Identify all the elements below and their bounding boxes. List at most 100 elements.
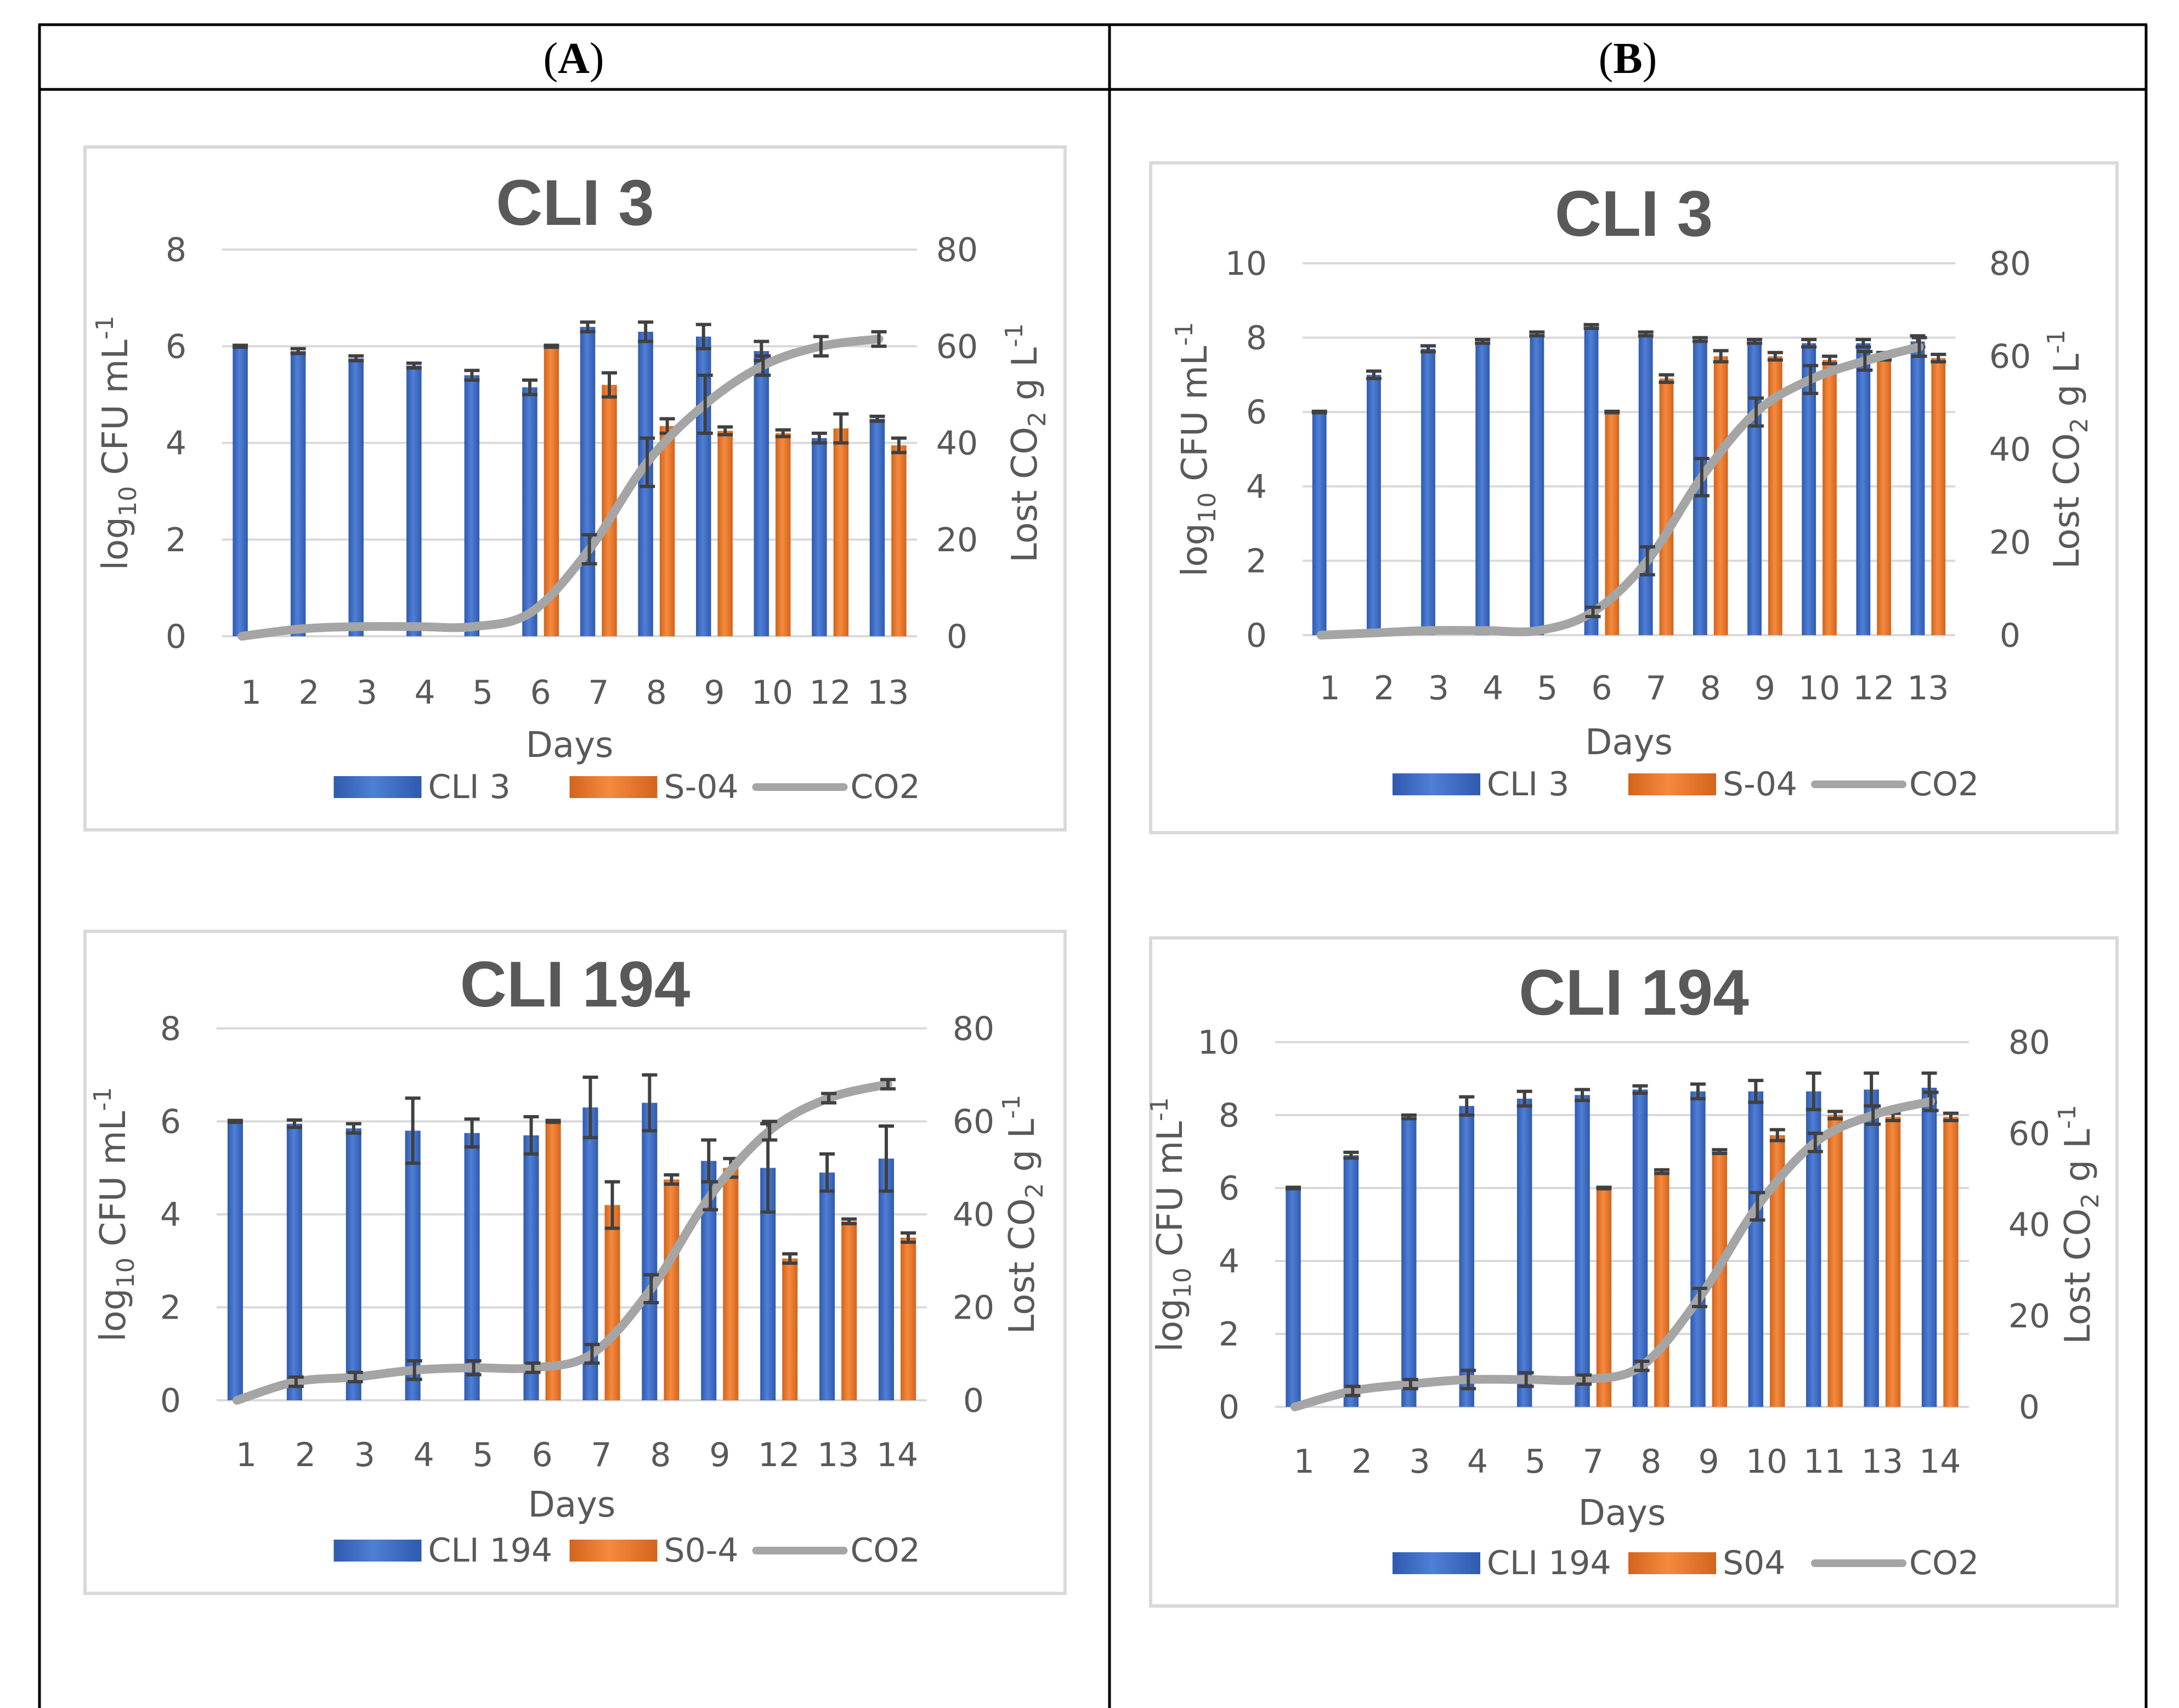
x-tick-label: 9 xyxy=(1754,669,1775,708)
error-bar-co2 xyxy=(1585,606,1601,619)
bar-s0-4 xyxy=(604,1205,620,1400)
error-bar-cli-194 xyxy=(582,1075,598,1140)
y2-axis-title: Lost CO2 g L-1 xyxy=(998,1095,1049,1334)
x-tick-label: 7 xyxy=(1583,1443,1604,1481)
error-bar-s0-4 xyxy=(901,1231,916,1244)
y2-axis-title: Lost CO2 g L-1 xyxy=(2053,1105,2104,1344)
bar-s0-4 xyxy=(782,1258,798,1400)
error-bar-cli-194 xyxy=(1748,1078,1764,1104)
error-bar-s04 xyxy=(1769,1128,1785,1143)
bar-cli-3 xyxy=(464,375,480,636)
error-bar-cli-194 xyxy=(1806,1071,1821,1112)
error-bar-s0-4 xyxy=(782,1252,798,1265)
error-bar-co2 xyxy=(755,354,771,377)
x-tick-label: 1 xyxy=(236,1436,257,1474)
y-tick-label: 6 xyxy=(160,1103,181,1141)
x-tick-label: 8 xyxy=(646,674,667,712)
error-bar-cli-194 xyxy=(1632,1084,1648,1095)
error-bar-cli-194 xyxy=(1401,1113,1417,1121)
bar-cli-194 xyxy=(819,1172,835,1400)
legend-label: CO2 xyxy=(851,768,920,806)
error-bar-co2 xyxy=(1639,545,1655,576)
error-bar-s0-4 xyxy=(545,1118,561,1124)
chart-title: CLI 194 xyxy=(460,948,691,1021)
x-tick-label: 14 xyxy=(876,1436,918,1474)
bar-cli-194 xyxy=(1632,1089,1648,1407)
legend-label: S04 xyxy=(1723,1544,1785,1582)
error-bar-s0-4 xyxy=(841,1217,857,1225)
error-bar-cli-194 xyxy=(819,1152,835,1193)
error-bar-co2 xyxy=(697,374,713,435)
legend-swatch-s-04 xyxy=(1628,773,1716,795)
bar-cli-3 xyxy=(522,387,537,636)
x-tick-label: 13 xyxy=(867,674,909,712)
error-bar-cli-3 xyxy=(580,320,596,333)
legend-label: CO2 xyxy=(851,1531,920,1570)
error-bar-s-04 xyxy=(833,412,849,445)
x-tick-label: 1 xyxy=(241,674,262,712)
error-bar-co2 xyxy=(1461,1368,1476,1390)
x-tick-label: 3 xyxy=(1409,1443,1430,1481)
y-tick-label: 2 xyxy=(160,1289,181,1327)
bar-cli-194 xyxy=(1343,1155,1359,1407)
bar-cli-194 xyxy=(464,1133,480,1400)
bar-cli-3 xyxy=(812,438,827,636)
bar-cli-194 xyxy=(1575,1095,1590,1407)
legend-swatch-s04 xyxy=(1628,1552,1716,1574)
bar-s04 xyxy=(1885,1117,1901,1407)
error-bar-cli-3 xyxy=(638,320,654,343)
error-bar-cli-3 xyxy=(1583,323,1599,330)
bar-cli-3 xyxy=(290,351,306,636)
error-bar-co2 xyxy=(871,330,887,348)
error-bar-cli-3 xyxy=(1311,409,1327,415)
x-tick-label: 5 xyxy=(473,1436,494,1474)
error-bar-co2 xyxy=(1750,1191,1765,1222)
error-bar-co2 xyxy=(347,1371,363,1384)
bar-cli-194 xyxy=(1286,1188,1301,1407)
error-bar-co2 xyxy=(639,436,655,488)
bar-cli-3 xyxy=(1584,326,1599,635)
error-bar-cli-194 xyxy=(286,1118,302,1129)
y-tick-label: 4 xyxy=(1219,1242,1240,1281)
bar-cli-3 xyxy=(1910,341,1925,635)
bar-s-04 xyxy=(659,426,675,636)
error-bar-cli-3 xyxy=(1801,337,1817,349)
x-tick-label: 7 xyxy=(591,1436,612,1474)
y2-tick-label: 60 xyxy=(2008,1115,2050,1153)
y2-axis-title: Lost CO2 g L-1 xyxy=(2042,330,2093,569)
x-tick-label: 12 xyxy=(758,1436,800,1474)
legend-label: CO2 xyxy=(1909,1544,1979,1582)
y2-tick-label: 40 xyxy=(936,425,978,463)
error-bar-co2 xyxy=(1803,364,1819,395)
x-axis-title: Days xyxy=(528,1485,616,1525)
x-tick-label: 9 xyxy=(1699,1443,1719,1481)
error-bar-cli-194 xyxy=(405,1096,421,1165)
x-tick-label: 8 xyxy=(1700,669,1721,708)
error-bar-cli-3 xyxy=(406,361,422,370)
bar-cli-194 xyxy=(227,1121,243,1400)
x-tick-label: 11 xyxy=(1803,1443,1845,1481)
y-tick-label: 0 xyxy=(1246,617,1267,655)
legend-label: CLI 194 xyxy=(1487,1544,1611,1582)
error-bar-s-04 xyxy=(1767,350,1783,362)
error-bar-s04 xyxy=(1943,1111,1959,1122)
y2-tick-label: 20 xyxy=(2008,1297,2050,1336)
error-bar-co2 xyxy=(821,1091,837,1105)
error-bar-co2 xyxy=(1807,1132,1823,1153)
bar-cli-3 xyxy=(406,365,422,636)
error-bar-co2 xyxy=(1748,396,1764,428)
legend-label: CLI 194 xyxy=(428,1531,553,1570)
bar-cli-3 xyxy=(1366,375,1381,635)
x-tick-label: 3 xyxy=(354,1436,375,1474)
bar-cli-3 xyxy=(1747,341,1762,635)
y-tick-label: 0 xyxy=(160,1382,181,1420)
y2-tick-label: 60 xyxy=(936,327,978,366)
error-bar-cli-3 xyxy=(348,354,364,363)
x-tick-label: 2 xyxy=(1374,669,1395,708)
error-bar-cli-3 xyxy=(1420,344,1436,354)
x-tick-label: 13 xyxy=(1907,669,1949,708)
legend-label: S-04 xyxy=(664,768,739,806)
bar-cli-3 xyxy=(1856,343,1871,635)
y-tick-label: 4 xyxy=(166,425,186,463)
